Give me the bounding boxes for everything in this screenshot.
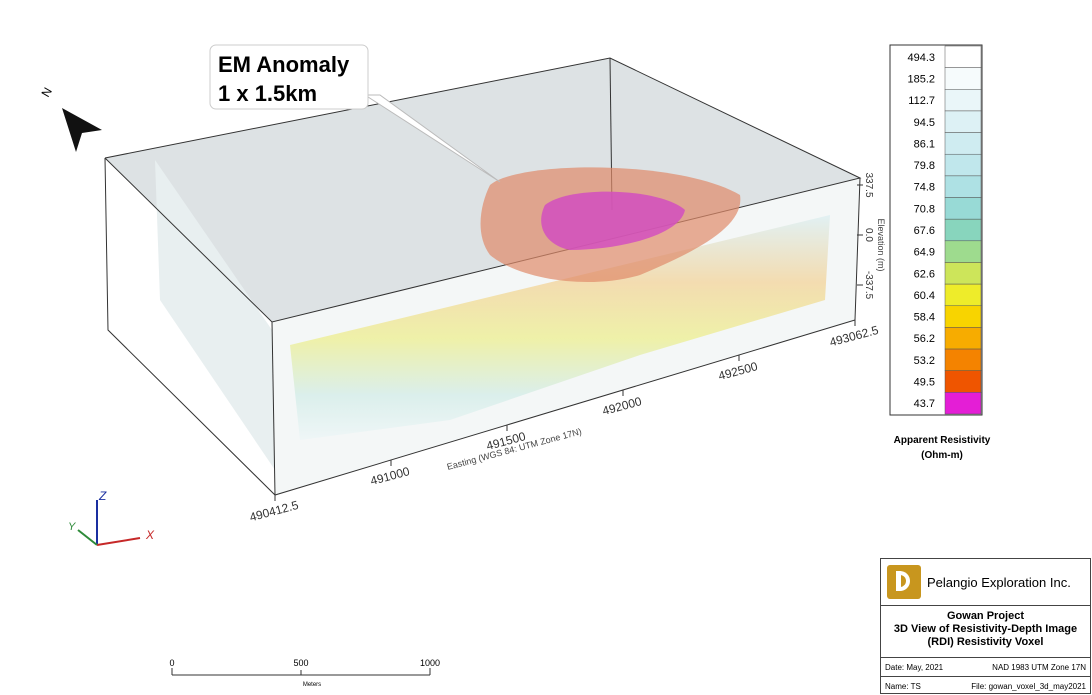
elevation-tick-label: 337.5 (863, 172, 874, 197)
project-line2: (RDI) Resistivity Voxel (927, 636, 1044, 648)
easting-tick-label: 492500 (717, 359, 760, 383)
logo-row: Pelangio Exploration Inc. (881, 559, 1090, 606)
legend-label: 79.8 (914, 160, 935, 172)
callout-pointer (363, 94, 501, 183)
triad-x: X (145, 528, 155, 542)
project-name: Gowan Project (946, 610, 1025, 622)
legend-label: 62.6 (914, 268, 935, 280)
axis-triad (77, 500, 141, 546)
north-arrow (62, 108, 102, 152)
scale-tick-label: 0 (169, 658, 174, 668)
callout-subtitle: 1 x 1.5km (218, 81, 317, 106)
author: Name: TS (885, 681, 921, 691)
callout-box (209, 44, 369, 110)
legend-label: 94.5 (914, 117, 935, 129)
legend-label: 56.2 (914, 333, 935, 345)
info-row: Date: May, 2021 NAD 1983 UTM Zone 17N (881, 658, 1090, 677)
legend-label: 74.8 (914, 182, 935, 194)
project-line1: 3D View of Resistivity-Depth Image (893, 623, 1078, 635)
box-top (105, 58, 860, 322)
legend-swatch (944, 392, 982, 415)
easting-tick-label: 493062.5 (828, 323, 880, 350)
legend-title: Apparent Resistivity (894, 435, 991, 446)
legend-label: 58.4 (914, 312, 935, 324)
triad-z: Z (98, 489, 107, 503)
company-logo (887, 565, 921, 599)
title-block: Pelangio Exploration Inc. Gowan Project … (880, 558, 1091, 694)
legend-label: 64.9 (914, 247, 935, 259)
legend-swatch (944, 45, 982, 68)
callout-title: EM Anomaly (218, 52, 350, 77)
company-name: Pelangio Exploration Inc. (927, 574, 1071, 590)
triad-y: Y (68, 521, 76, 533)
legend-label: 494.3 (907, 52, 935, 64)
scale-tick-label: 1000 (420, 658, 440, 668)
legend-swatch (944, 67, 982, 90)
legend-unit: (Ohm-m) (921, 450, 963, 461)
file: File: gowan_voxel_3d_may2021 (971, 681, 1086, 691)
voxel-front (290, 215, 830, 440)
legend-label: 49.5 (914, 377, 935, 389)
legend-swatch (944, 240, 982, 263)
legend-swatch (944, 348, 982, 371)
easting-tick-label: 490412.5 (248, 498, 300, 525)
legend-label: 60.4 (914, 290, 935, 302)
project-block: Gowan Project 3D View of Resistivity-Dep… (881, 606, 1090, 658)
datum: NAD 1983 UTM Zone 17N (992, 662, 1086, 672)
legend-swatch (944, 283, 982, 307)
legend-swatch (944, 89, 982, 112)
legend-label: 53.2 (914, 355, 935, 367)
legend-swatch (944, 327, 982, 350)
scale-bar (171, 668, 431, 676)
legend-swatch (944, 305, 982, 328)
legend-swatch (944, 175, 982, 198)
legend-swatch (944, 218, 982, 242)
legend-swatch (944, 370, 982, 393)
legend-swatch (944, 153, 982, 177)
elevation-tick-label: 0.0 (863, 228, 874, 242)
voxel-side (155, 160, 275, 470)
easting-tick-label: 492000 (601, 394, 644, 418)
legend-swatch (944, 262, 982, 285)
scale-unit: Meters (303, 682, 321, 688)
date: Date: May, 2021 (885, 662, 944, 672)
elevation-label: Elevation (m) (876, 218, 886, 271)
legend-swatch (944, 110, 982, 133)
scale-tick-label: 500 (293, 658, 308, 668)
legend-swatch (944, 197, 982, 220)
elevation-tick-label: -337.5 (863, 271, 874, 300)
north-label: N (38, 85, 54, 100)
legend-label: 112.7 (908, 95, 935, 107)
legend-label: 67.6 (914, 225, 935, 237)
legend-frame (889, 44, 983, 416)
anomaly-core (541, 191, 685, 250)
easting-tick-label: 491000 (369, 464, 412, 488)
legend-label: 185.2 (907, 73, 935, 85)
legend-label: 70.8 (914, 203, 935, 215)
legend-label: 43.7 (914, 398, 935, 410)
info-row: Name: TS File: gowan_voxel_3d_may2021 (881, 677, 1090, 695)
legend-label: 86.1 (914, 138, 935, 150)
legend-swatch (944, 132, 982, 155)
